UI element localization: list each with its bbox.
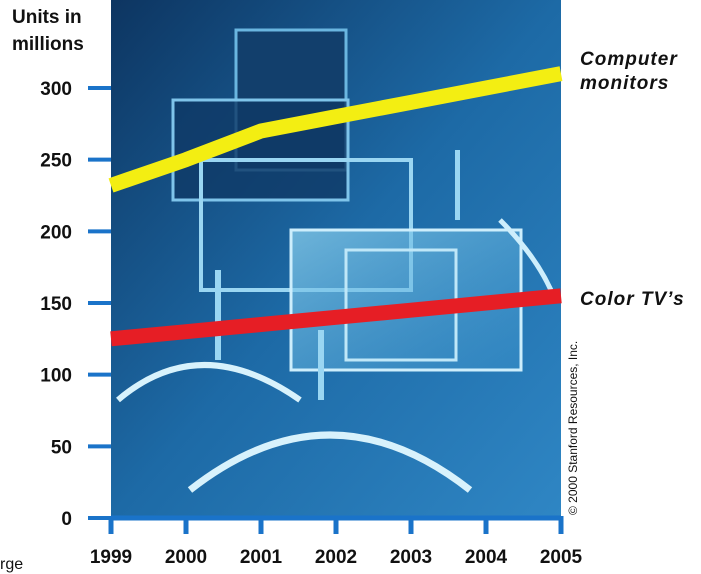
x-tick-label: 2005: [540, 547, 583, 568]
cropped-text: rge: [0, 556, 23, 574]
series-label-line: monitors: [580, 72, 678, 96]
x-tick-label: 2002: [315, 547, 357, 568]
y-tick-label: 50: [51, 437, 72, 458]
y-tick-label: 250: [40, 151, 72, 172]
series-label-color-tvs: Color TV’s: [580, 288, 685, 312]
x-tick-label: 2001: [240, 547, 283, 568]
x-tick-label: 2000: [165, 547, 207, 568]
y-tick-label: 300: [40, 79, 72, 100]
y-tick-label: 0: [61, 509, 72, 530]
y-tick-label: 200: [40, 222, 72, 243]
y-axis-title-line: Units in: [12, 8, 112, 27]
y-tick-label: 100: [40, 366, 72, 387]
copyright-credit: © 2000 Stanford Resources, Inc.: [566, 341, 580, 515]
series-label-computer-monitors: Computer monitors: [580, 48, 678, 96]
x-tick-label: 1999: [90, 547, 132, 568]
x-tick-label: 2004: [465, 547, 508, 568]
background-photo: [111, 0, 561, 518]
series-label-line: Color TV’s: [580, 288, 685, 312]
x-tick-label: 2003: [390, 547, 432, 568]
series-label-line: Computer: [580, 48, 678, 72]
y-tick-label: 150: [40, 294, 72, 315]
y-axis-title-line: millions: [12, 35, 112, 54]
